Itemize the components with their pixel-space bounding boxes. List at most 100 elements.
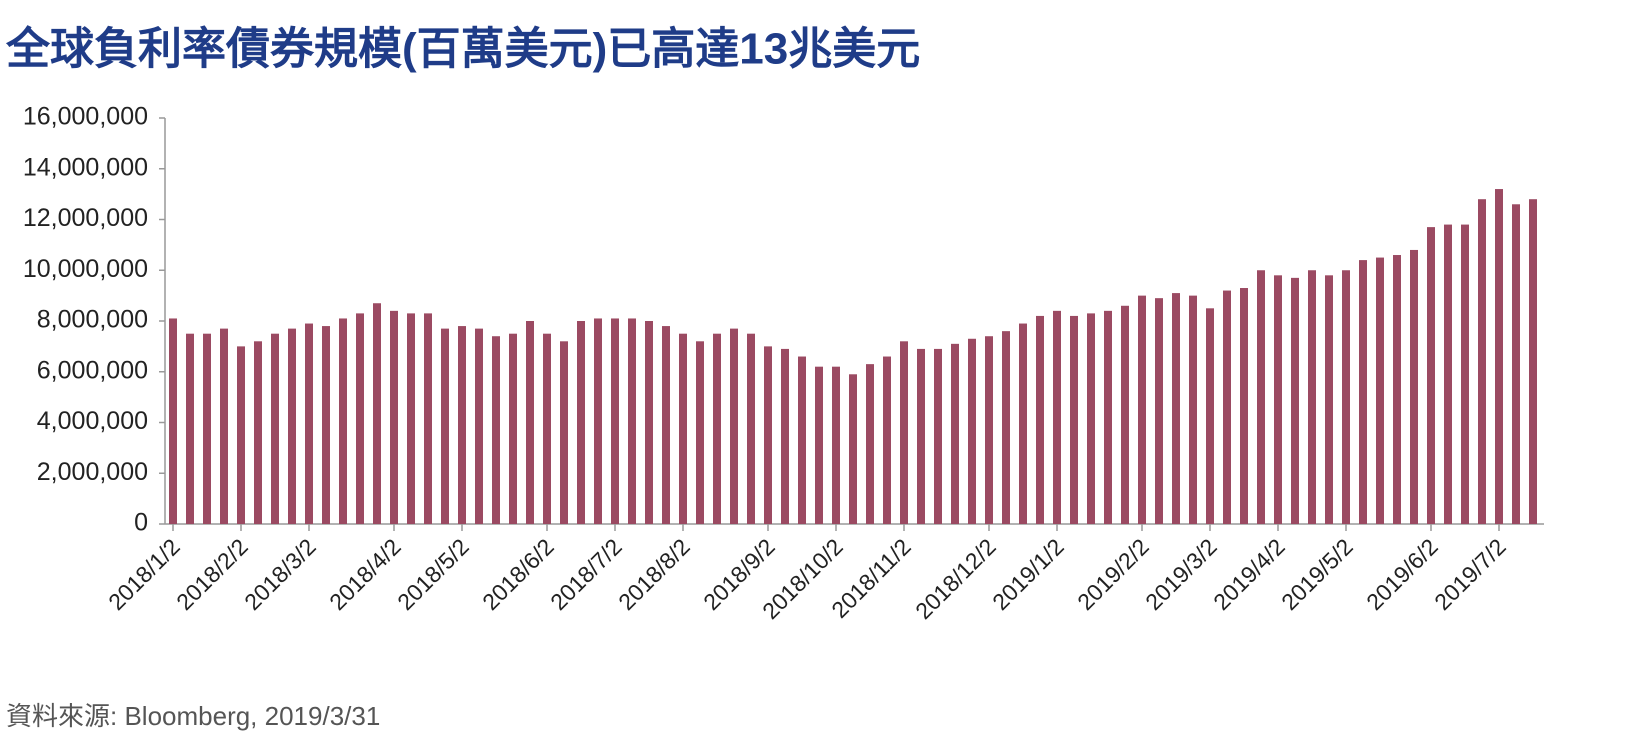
- bar: [390, 310, 398, 524]
- bar: [628, 318, 636, 524]
- bar: [1104, 310, 1112, 524]
- bar: [1189, 295, 1197, 524]
- bar: [1274, 275, 1282, 524]
- bar: [169, 318, 177, 524]
- bar: [934, 348, 942, 524]
- bar: [1308, 270, 1316, 524]
- bar: [339, 318, 347, 524]
- bar: [951, 343, 959, 524]
- bar: [968, 338, 976, 524]
- y-tick-label: 12,000,000: [23, 204, 148, 232]
- x-tick-label: 2019/4/2: [1208, 533, 1290, 615]
- y-tick-label: 6,000,000: [37, 356, 148, 384]
- bar: [441, 328, 449, 524]
- bar: [1512, 204, 1520, 524]
- x-tick-label: 2018/1/2: [103, 533, 185, 615]
- bar: [679, 333, 687, 524]
- bar: [1121, 305, 1129, 524]
- bar: [1461, 224, 1469, 524]
- bar: [900, 341, 908, 524]
- bar: [611, 318, 619, 524]
- y-tick-label: 14,000,000: [23, 153, 148, 181]
- bar: [271, 333, 279, 524]
- bar: [1376, 257, 1384, 524]
- bar: [203, 333, 211, 524]
- bar: [1529, 199, 1537, 524]
- x-tick-label: 2018/2/2: [171, 533, 253, 615]
- bar: [373, 303, 381, 524]
- x-tick-label: 2019/2/2: [1072, 533, 1154, 615]
- bar: [1206, 308, 1214, 524]
- bar: [594, 318, 602, 524]
- bar: [1427, 227, 1435, 525]
- bar: [849, 374, 857, 524]
- source-note: 資料來源: Bloomberg, 2019/3/31: [6, 701, 380, 731]
- bar: [254, 341, 262, 524]
- bar: [424, 313, 432, 524]
- bar: [186, 333, 194, 524]
- bar: [866, 364, 874, 524]
- bar: [1359, 260, 1367, 524]
- x-tick-label: 2018/3/2: [239, 533, 321, 615]
- bar: [883, 356, 891, 524]
- bar: [407, 313, 415, 524]
- bar: [730, 328, 738, 524]
- bar: [832, 366, 840, 524]
- bar: [815, 366, 823, 524]
- y-tick-label: 10,000,000: [23, 255, 148, 283]
- bar: [356, 313, 364, 524]
- x-tick-label: 2019/6/2: [1361, 533, 1443, 615]
- bar: [662, 326, 670, 524]
- bar: [288, 328, 296, 524]
- x-tick-label: 2018/7/2: [545, 533, 627, 615]
- chart-title: 全球負利率債券規模(百萬美元)已高達13兆美元: [5, 24, 920, 74]
- bar: [577, 321, 585, 524]
- bar: [526, 321, 534, 524]
- y-tick-label: 4,000,000: [37, 407, 148, 435]
- bar: [1087, 313, 1095, 524]
- bar: [917, 348, 925, 524]
- bar: [475, 328, 483, 524]
- bar: [1223, 290, 1231, 524]
- bar: [1053, 310, 1061, 524]
- x-tick-label: 2019/7/2: [1429, 533, 1511, 615]
- x-tick-label: 2018/12/2: [910, 533, 1001, 624]
- bar: [1257, 270, 1265, 524]
- bar: [1070, 315, 1078, 524]
- bar: [1393, 255, 1401, 524]
- bar: [1172, 293, 1180, 524]
- bar: [781, 348, 789, 524]
- bar: [1495, 189, 1503, 525]
- bar: [509, 333, 517, 524]
- x-tick-label: 2019/5/2: [1276, 533, 1358, 615]
- bar: [747, 333, 755, 524]
- bar: [1325, 275, 1333, 524]
- bar: [1410, 249, 1418, 524]
- bar: [322, 326, 330, 524]
- bar: [1019, 323, 1027, 524]
- x-tick-label: 2018/8/2: [613, 533, 695, 615]
- y-tick-label: 8,000,000: [37, 306, 148, 334]
- bar: [1342, 270, 1350, 524]
- bar: [237, 346, 245, 524]
- bar: [985, 336, 993, 524]
- bar: [458, 326, 466, 524]
- y-tick-label: 0: [134, 509, 148, 537]
- bar: [220, 328, 228, 524]
- bar: [543, 333, 551, 524]
- bar: [1444, 224, 1452, 524]
- x-tick-label: 2018/5/2: [392, 533, 474, 615]
- y-tick-label: 2,000,000: [37, 458, 148, 486]
- bar: [713, 333, 721, 524]
- y-tick-label: 16,000,000: [23, 103, 148, 131]
- bar: [1478, 199, 1486, 524]
- bar: [1138, 295, 1146, 524]
- x-tick-label: 2019/3/2: [1140, 533, 1222, 615]
- bar: [1002, 331, 1010, 524]
- bar: [492, 336, 500, 524]
- bar: [560, 341, 568, 524]
- x-tick-label: 2018/4/2: [324, 533, 406, 615]
- bar: [1240, 288, 1248, 524]
- bar: [764, 346, 772, 524]
